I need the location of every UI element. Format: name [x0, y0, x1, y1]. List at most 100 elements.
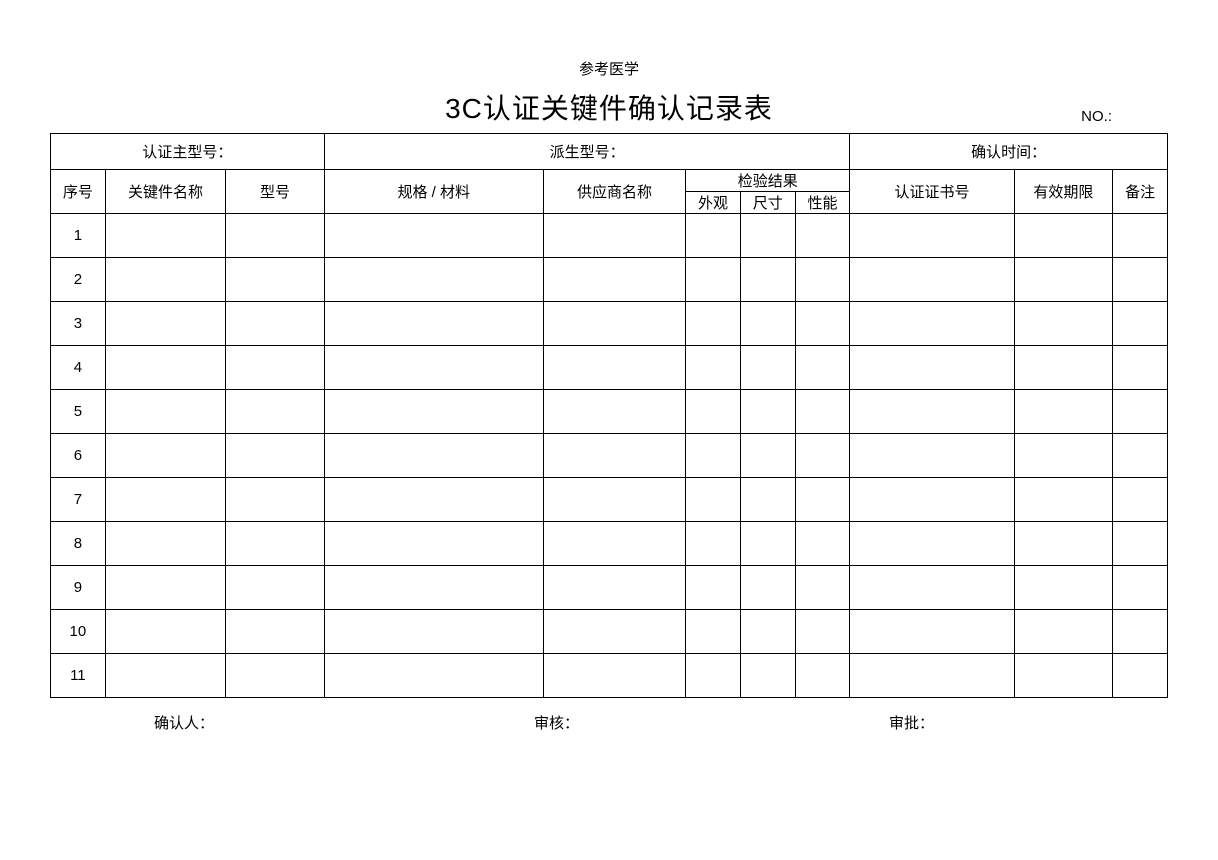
- empty-cell: [740, 302, 795, 346]
- confirm-time-cell: 确认时间：: [850, 134, 1168, 170]
- main-title: 3C认证关键件确认记录表: [50, 87, 1168, 127]
- empty-cell: [850, 302, 1014, 346]
- empty-cell: [226, 390, 325, 434]
- derived-model-cell: 派生型号：: [324, 134, 850, 170]
- empty-cell: [1014, 478, 1113, 522]
- table-row: 4: [51, 346, 1168, 390]
- col-dimension: 尺寸: [740, 192, 795, 214]
- empty-cell: [226, 302, 325, 346]
- col-performance: 性能: [795, 192, 850, 214]
- empty-cell: [226, 566, 325, 610]
- empty-cell: [324, 390, 543, 434]
- table-row: 10: [51, 610, 1168, 654]
- empty-cell: [850, 258, 1014, 302]
- col-spec-material: 规格 / 材料: [324, 170, 543, 214]
- empty-cell: [543, 214, 685, 258]
- empty-cell: [105, 522, 225, 566]
- empty-cell: [543, 566, 685, 610]
- empty-cell: [543, 654, 685, 698]
- empty-cell: [740, 654, 795, 698]
- col-supplier: 供应商名称: [543, 170, 685, 214]
- empty-cell: [686, 654, 741, 698]
- empty-cell: [740, 214, 795, 258]
- col-valid-period: 有效期限: [1014, 170, 1113, 214]
- empty-cell: [1014, 302, 1113, 346]
- table-row: 2: [51, 258, 1168, 302]
- empty-cell: [795, 214, 850, 258]
- seq-cell: 7: [51, 478, 106, 522]
- empty-cell: [1014, 654, 1113, 698]
- empty-cell: [850, 566, 1014, 610]
- table-row: 7: [51, 478, 1168, 522]
- empty-cell: [850, 522, 1014, 566]
- col-inspection: 检验结果: [686, 170, 850, 192]
- empty-cell: [324, 434, 543, 478]
- empty-cell: [795, 302, 850, 346]
- col-cert-no: 认证证书号: [850, 170, 1014, 214]
- approver-label: 审批：: [889, 712, 934, 733]
- empty-cell: [686, 566, 741, 610]
- seq-cell: 3: [51, 302, 106, 346]
- empty-cell: [1014, 390, 1113, 434]
- empty-cell: [324, 566, 543, 610]
- empty-cell: [324, 654, 543, 698]
- empty-cell: [686, 610, 741, 654]
- empty-cell: [1113, 522, 1168, 566]
- empty-cell: [740, 522, 795, 566]
- empty-cell: [795, 566, 850, 610]
- empty-cell: [1113, 610, 1168, 654]
- table-row: 5: [51, 390, 1168, 434]
- empty-cell: [1113, 654, 1168, 698]
- empty-cell: [105, 654, 225, 698]
- empty-cell: [105, 258, 225, 302]
- empty-cell: [686, 478, 741, 522]
- col-seq: 序号: [51, 170, 106, 214]
- empty-cell: [740, 434, 795, 478]
- empty-cell: [543, 478, 685, 522]
- seq-cell: 2: [51, 258, 106, 302]
- seq-cell: 8: [51, 522, 106, 566]
- empty-cell: [1014, 214, 1113, 258]
- empty-cell: [686, 346, 741, 390]
- empty-cell: [795, 478, 850, 522]
- reviewer-label: 审核：: [534, 712, 579, 733]
- empty-cell: [324, 302, 543, 346]
- empty-cell: [226, 610, 325, 654]
- empty-cell: [1014, 434, 1113, 478]
- top-category-label: 参考医学: [50, 58, 1168, 79]
- col-appearance: 外观: [686, 192, 741, 214]
- empty-cell: [1113, 346, 1168, 390]
- seq-cell: 9: [51, 566, 106, 610]
- empty-cell: [1113, 258, 1168, 302]
- main-model-cell: 认证主型号：: [51, 134, 325, 170]
- empty-cell: [795, 434, 850, 478]
- empty-cell: [740, 566, 795, 610]
- empty-cell: [740, 390, 795, 434]
- col-remark: 备注: [1113, 170, 1168, 214]
- empty-cell: [105, 478, 225, 522]
- empty-cell: [1113, 302, 1168, 346]
- empty-cell: [543, 346, 685, 390]
- empty-cell: [1014, 258, 1113, 302]
- empty-cell: [324, 478, 543, 522]
- empty-cell: [105, 610, 225, 654]
- table-row: 11: [51, 654, 1168, 698]
- seq-cell: 5: [51, 390, 106, 434]
- empty-cell: [226, 654, 325, 698]
- empty-cell: [1113, 390, 1168, 434]
- header-row-1: 序号 关键件名称 型号 规格 / 材料 供应商名称 检验结果 认证证书号 有效期…: [51, 170, 1168, 192]
- empty-cell: [226, 258, 325, 302]
- table-row: 9: [51, 566, 1168, 610]
- empty-cell: [686, 390, 741, 434]
- empty-cell: [795, 610, 850, 654]
- empty-cell: [850, 654, 1014, 698]
- empty-cell: [686, 302, 741, 346]
- empty-cell: [1014, 610, 1113, 654]
- empty-cell: [1014, 522, 1113, 566]
- empty-cell: [324, 522, 543, 566]
- empty-cell: [850, 214, 1014, 258]
- table-row: 8: [51, 522, 1168, 566]
- empty-cell: [226, 214, 325, 258]
- empty-cell: [740, 258, 795, 302]
- seq-cell: 1: [51, 214, 106, 258]
